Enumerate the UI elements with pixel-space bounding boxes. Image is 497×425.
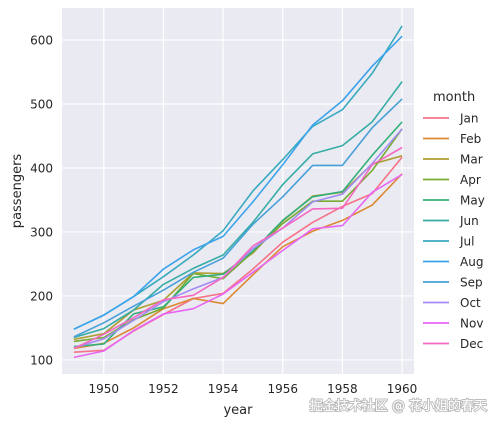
series-line-oct — [73, 128, 403, 349]
series-line-nov — [73, 173, 403, 359]
series-line-feb — [73, 173, 403, 350]
legend-label-sep: Sep — [460, 276, 483, 290]
legend: month Jan Feb Mar Apr May Jun Jul Aug Sep Oct Nov D… — [423, 90, 485, 351]
legend-label-jun: Jun — [459, 214, 479, 228]
legend-title: month — [433, 90, 475, 105]
legend-label-dec: Dec — [460, 337, 483, 351]
watermark-text: 掘金技术社区 @ 花小姐的春天 — [310, 398, 487, 414]
series-line-sep — [73, 98, 403, 338]
series-line-aug — [73, 35, 403, 330]
series-lines — [73, 25, 403, 359]
y-tick-label: 300 — [30, 225, 53, 239]
y-axis-label: passengers — [10, 154, 25, 229]
y-tick-label: 100 — [30, 353, 53, 367]
y-tick-label: 200 — [30, 289, 53, 303]
y-tick-label: 600 — [30, 33, 53, 47]
legend-label-aug: Aug — [460, 255, 483, 269]
y-tick-label: 400 — [30, 161, 53, 175]
legend-label-oct: Oct — [460, 296, 481, 310]
x-tick-label: 1950 — [88, 382, 119, 396]
series-line-dec — [73, 146, 403, 350]
x-axis-label: year — [223, 403, 253, 418]
y-axis-ticks: 100 200 300 400 500 600 — [30, 33, 53, 367]
plot-background — [62, 8, 414, 374]
x-tick-label: 1958 — [327, 382, 358, 396]
legend-label-apr: Apr — [460, 173, 481, 187]
legend-label-may: May — [460, 194, 485, 208]
legend-label-nov: Nov — [460, 317, 483, 331]
series-line-jun — [73, 81, 403, 339]
x-axis-ticks: 1950 1952 1954 1956 1958 1960 — [88, 382, 417, 396]
x-tick-label: 1956 — [267, 382, 298, 396]
y-tick-label: 500 — [30, 97, 53, 111]
x-tick-label: 1960 — [387, 382, 418, 396]
x-tick-label: 1952 — [148, 382, 179, 396]
x-tick-label: 1954 — [208, 382, 239, 396]
legend-label-jan: Jan — [459, 112, 479, 126]
legend-label-feb: Feb — [460, 132, 481, 146]
legend-label-jul: Jul — [459, 235, 474, 249]
legend-label-mar: Mar — [460, 153, 483, 167]
